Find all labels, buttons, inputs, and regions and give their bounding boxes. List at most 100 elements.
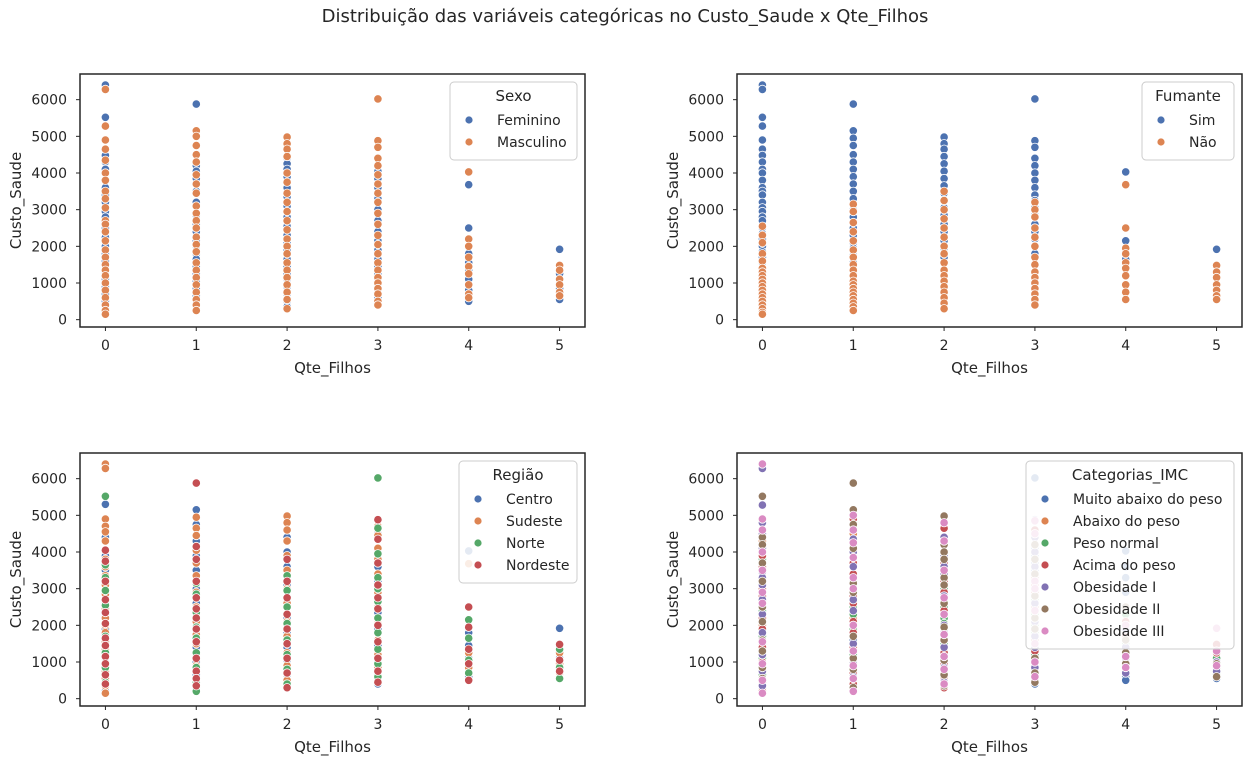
point-masculino <box>373 94 383 104</box>
point-nordeste <box>464 602 474 612</box>
point-feminino <box>191 99 201 109</box>
point-obesidade-iii <box>1030 672 1040 682</box>
point-nordeste <box>191 637 201 647</box>
subplot-1: 0 1 2 3 4 5 0 1000 2000 3000 4000 5000 6000 Qte_Filho… <box>7 73 586 378</box>
point-obesidade-i <box>848 606 858 616</box>
point-obesidade-iii <box>939 629 949 640</box>
point-obesidade-iii <box>757 598 768 608</box>
point-norte <box>373 473 383 483</box>
x-axis-label: Qte_Filhos <box>294 359 371 378</box>
point-masculino <box>373 208 383 218</box>
point-n-o <box>939 232 949 242</box>
point-masculino <box>464 293 474 303</box>
point-nordeste <box>373 534 383 544</box>
point-masculino <box>282 225 292 235</box>
point-norte <box>373 549 383 559</box>
point-masculino <box>373 161 383 171</box>
point-sudeste <box>191 512 201 522</box>
point-obesidade-iii <box>757 565 768 575</box>
subplot-4: 0 1 2 3 4 5 0 1000 2000 3000 4000 5000 6000 Qte_Filho… <box>664 452 1243 757</box>
point-n-o <box>939 195 949 206</box>
point-masculino <box>282 249 292 259</box>
y-tick-label: 4000 <box>688 545 724 561</box>
legend-marker <box>1040 494 1050 504</box>
legend: Sexo Feminino Masculino <box>449 81 578 161</box>
point-n-o <box>1212 294 1222 305</box>
point-masculino <box>373 197 383 207</box>
y-tick-label: 6000 <box>31 93 67 109</box>
y-tick-label: 5000 <box>31 129 67 145</box>
point-sim <box>757 135 768 145</box>
point-sudeste <box>191 530 201 541</box>
point-n-o <box>939 205 949 215</box>
legend-title: Região <box>492 466 543 484</box>
point-n-o <box>1121 180 1131 190</box>
point-nordeste <box>282 554 292 564</box>
point-nordeste <box>282 668 292 678</box>
point-obesidade-i <box>848 562 858 572</box>
y-tick-label: 4000 <box>31 545 67 561</box>
point-obesidade-iii <box>757 688 768 698</box>
legend-box <box>449 81 578 161</box>
point-feminino <box>554 244 565 254</box>
point-nordeste <box>100 618 111 629</box>
y-tick-label: 5000 <box>31 508 67 524</box>
y-tick-label: 1000 <box>688 655 724 671</box>
point-obesidade-ii <box>1212 672 1222 682</box>
point-nordeste <box>282 593 292 603</box>
point-nordeste <box>191 554 201 564</box>
point-nordeste <box>464 622 474 632</box>
x-tick-label: 0 <box>758 338 767 354</box>
point-obesidade-iii <box>1030 657 1040 667</box>
x-tick-label: 2 <box>940 338 949 354</box>
point-obesidade-iii <box>757 459 768 469</box>
point-nordeste <box>464 675 474 685</box>
point-norte <box>100 491 111 501</box>
point-nordeste <box>464 644 474 654</box>
point-nordeste <box>100 545 111 555</box>
x-tick-label: 3 <box>1030 717 1039 733</box>
y-tick-label: 2000 <box>31 239 67 255</box>
point-norte <box>464 633 474 643</box>
point-masculino <box>373 230 383 240</box>
legend-label: Obesidade II <box>1073 602 1160 618</box>
point-masculino <box>554 291 565 301</box>
y-axis-label: Custo_Saude <box>664 152 683 249</box>
x-tick-label: 0 <box>101 717 110 733</box>
point-n-o <box>757 309 768 319</box>
x-tick-label: 5 <box>555 717 564 733</box>
point-obesidade-iii <box>939 664 949 674</box>
point-masculino <box>282 188 292 198</box>
point-sudeste <box>100 463 111 473</box>
point-obesidade-iii <box>757 659 768 669</box>
point-n-o <box>1121 249 1131 259</box>
point-centro <box>554 623 565 633</box>
point-nordeste <box>373 637 383 647</box>
point-n-o <box>1030 223 1040 233</box>
x-tick-label: 3 <box>1030 338 1039 354</box>
legend-marker <box>473 516 483 526</box>
point-nordeste <box>554 655 565 665</box>
point-n-o <box>1030 241 1040 251</box>
point-n-o <box>848 206 858 217</box>
legend-box <box>1025 460 1235 650</box>
point-masculino <box>373 142 383 152</box>
point-obesidade-iii <box>848 620 858 630</box>
point-sim <box>757 84 768 95</box>
x-axis-label: Qte_Filhos <box>294 738 371 757</box>
point-masculino <box>191 179 201 189</box>
point-nordeste <box>191 681 201 691</box>
point-nordeste <box>191 593 201 603</box>
legend-marker <box>1156 137 1166 147</box>
x-tick-label: 1 <box>849 717 858 733</box>
point-masculino <box>191 223 201 233</box>
point-sim <box>1030 142 1040 152</box>
y-tick-label: 0 <box>58 692 67 708</box>
point-nordeste <box>373 604 383 614</box>
point-obesidade-iii <box>848 525 858 535</box>
point-obesidade-ii <box>757 491 768 501</box>
legend-label: Abaixo do peso <box>1073 514 1180 530</box>
legend-box <box>458 460 578 584</box>
legend-label: Masculino <box>497 135 567 151</box>
